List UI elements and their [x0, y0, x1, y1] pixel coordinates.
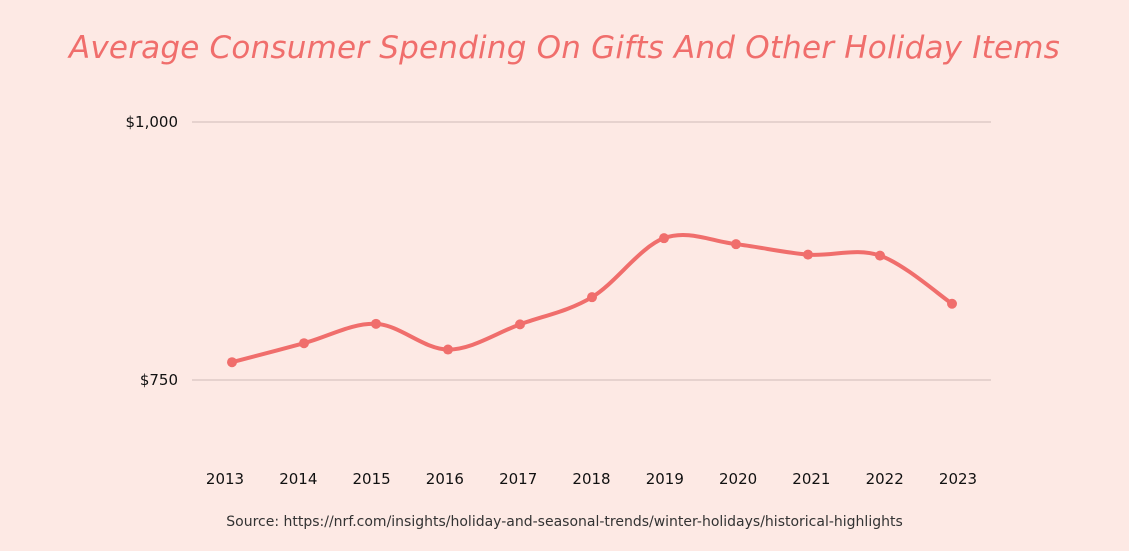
y-axis-tick-labels: $750 $1,000 [126, 113, 179, 389]
x-tick-label: 2018 [572, 470, 610, 488]
data-point-2017 [515, 319, 525, 330]
data-point-2014 [299, 338, 309, 349]
data-point-2013 [227, 357, 237, 368]
series-points [227, 233, 957, 368]
x-tick-label: 2013 [206, 470, 244, 488]
x-tick-label: 2014 [279, 470, 317, 488]
gridlines [192, 121, 991, 381]
x-tick-label: 2015 [353, 470, 391, 488]
x-tick-label: 2016 [426, 470, 464, 488]
source-note: Source: https://nrf.com/insights/holiday… [226, 514, 903, 530]
x-tick-label: 2021 [792, 470, 830, 488]
data-point-2023 [947, 298, 957, 309]
x-tick-label: 2020 [719, 470, 757, 488]
y-tick-label: $1,000 [126, 113, 179, 131]
y-tick-label: $750 [140, 371, 178, 389]
chart-title: Average Consumer Spending On Gifts And O… [68, 30, 1060, 66]
data-point-2020 [731, 239, 741, 250]
data-point-2021 [803, 249, 813, 260]
x-tick-label: 2023 [939, 470, 977, 488]
data-point-2022 [875, 250, 885, 261]
data-point-2015 [371, 318, 381, 329]
x-tick-label: 2017 [499, 470, 537, 488]
data-point-2016 [443, 344, 453, 355]
x-tick-label: 2022 [866, 470, 904, 488]
data-point-2018 [587, 292, 597, 303]
x-axis-tick-labels: 2013 2014 2015 2016 2017 2018 2019 2020 2021 2022… [206, 470, 977, 488]
x-tick-label: 2019 [646, 470, 684, 488]
data-point-2019 [659, 233, 669, 244]
